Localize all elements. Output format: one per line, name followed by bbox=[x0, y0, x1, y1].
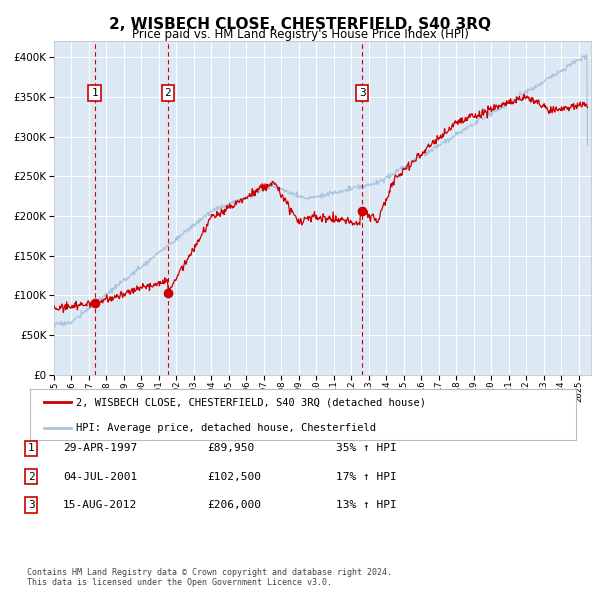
Text: £89,950: £89,950 bbox=[207, 444, 254, 453]
Text: 3: 3 bbox=[28, 500, 35, 510]
Text: Price paid vs. HM Land Registry's House Price Index (HPI): Price paid vs. HM Land Registry's House … bbox=[131, 28, 469, 41]
Text: 1: 1 bbox=[91, 88, 98, 98]
Text: 2, WISBECH CLOSE, CHESTERFIELD, S40 3RQ: 2, WISBECH CLOSE, CHESTERFIELD, S40 3RQ bbox=[109, 17, 491, 31]
Text: HPI: Average price, detached house, Chesterfield: HPI: Average price, detached house, Ches… bbox=[76, 422, 376, 432]
Text: 29-APR-1997: 29-APR-1997 bbox=[63, 444, 137, 453]
Text: £102,500: £102,500 bbox=[207, 472, 261, 481]
Text: Contains HM Land Registry data © Crown copyright and database right 2024.
This d: Contains HM Land Registry data © Crown c… bbox=[27, 568, 392, 587]
Text: 15-AUG-2012: 15-AUG-2012 bbox=[63, 500, 137, 510]
Text: 1: 1 bbox=[28, 444, 35, 453]
Text: 2, WISBECH CLOSE, CHESTERFIELD, S40 3RQ (detached house): 2, WISBECH CLOSE, CHESTERFIELD, S40 3RQ … bbox=[76, 398, 427, 408]
Text: £206,000: £206,000 bbox=[207, 500, 261, 510]
Text: 2: 2 bbox=[164, 88, 171, 98]
Text: 04-JUL-2001: 04-JUL-2001 bbox=[63, 472, 137, 481]
Text: 13% ↑ HPI: 13% ↑ HPI bbox=[336, 500, 397, 510]
Text: 2: 2 bbox=[28, 472, 35, 481]
Text: 17% ↑ HPI: 17% ↑ HPI bbox=[336, 472, 397, 481]
Text: 3: 3 bbox=[359, 88, 365, 98]
Text: 35% ↑ HPI: 35% ↑ HPI bbox=[336, 444, 397, 453]
